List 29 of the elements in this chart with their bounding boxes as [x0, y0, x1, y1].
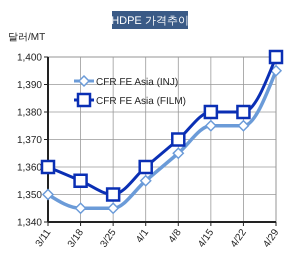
y-tick-label: 1,370: [16, 135, 42, 146]
point: [172, 148, 184, 159]
point: [73, 174, 88, 188]
y-tick-label: 1,390: [16, 80, 42, 91]
point: [205, 120, 217, 132]
chart-title: HDPE 가격추이: [111, 15, 189, 27]
y-tick-label: 1,340: [16, 218, 42, 228]
point: [140, 175, 152, 186]
x-tick-label: 4/8: [166, 227, 184, 246]
point: [138, 160, 153, 174]
point: [40, 160, 56, 174]
legend-label: CFR FE Asia (INJ): [96, 77, 178, 88]
point: [236, 104, 251, 120]
x-tick-label: 3/11: [34, 227, 54, 250]
point: [74, 202, 86, 214]
y-tick-label: 1,360: [16, 162, 42, 174]
point: [204, 104, 218, 120]
y-axis-title: 달러/MT: [8, 32, 46, 43]
y-tick-label: 1,400: [16, 52, 42, 64]
point: [268, 50, 284, 64]
y-tick-label: 1,350: [16, 190, 42, 201]
point: [42, 188, 54, 200]
y-tick-label: 1,380: [16, 108, 42, 118]
x-tick-label: 4/1: [134, 227, 152, 246]
point: [270, 65, 282, 76]
point: [238, 120, 250, 132]
legend-label: CFR FE Asia (FILM): [96, 96, 186, 107]
point: [106, 187, 120, 202]
point: [171, 132, 186, 147]
